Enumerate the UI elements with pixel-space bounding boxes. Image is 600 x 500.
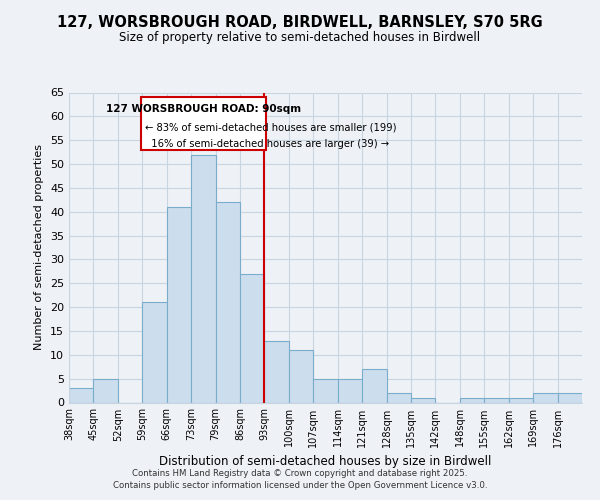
- Bar: [533, 393, 557, 402]
- Bar: [338, 378, 362, 402]
- Bar: [289, 350, 313, 403]
- FancyBboxPatch shape: [141, 98, 266, 150]
- Bar: [460, 398, 484, 402]
- Text: 127, WORSBROUGH ROAD, BIRDWELL, BARNSLEY, S70 5RG: 127, WORSBROUGH ROAD, BIRDWELL, BARNSLEY…: [57, 15, 543, 30]
- X-axis label: Distribution of semi-detached houses by size in Birdwell: Distribution of semi-detached houses by …: [160, 455, 491, 468]
- Text: 127 WORSBROUGH ROAD: 90sqm: 127 WORSBROUGH ROAD: 90sqm: [106, 104, 301, 115]
- Text: Contains HM Land Registry data © Crown copyright and database right 2025.: Contains HM Land Registry data © Crown c…: [132, 470, 468, 478]
- Bar: [509, 398, 533, 402]
- Bar: [313, 378, 338, 402]
- Bar: [215, 202, 240, 402]
- Text: Size of property relative to semi-detached houses in Birdwell: Size of property relative to semi-detach…: [119, 31, 481, 44]
- Bar: [265, 340, 289, 402]
- Bar: [240, 274, 265, 402]
- Text: ← 83% of semi-detached houses are smaller (199): ← 83% of semi-detached houses are smalle…: [145, 122, 396, 132]
- Bar: [142, 302, 167, 402]
- Bar: [411, 398, 436, 402]
- Text: 16% of semi-detached houses are larger (39) →: 16% of semi-detached houses are larger (…: [145, 139, 389, 149]
- Y-axis label: Number of semi-detached properties: Number of semi-detached properties: [34, 144, 44, 350]
- Bar: [362, 369, 386, 402]
- Bar: [94, 378, 118, 402]
- Bar: [69, 388, 94, 402]
- Bar: [386, 393, 411, 402]
- Bar: [191, 154, 215, 402]
- Bar: [557, 393, 582, 402]
- Bar: [484, 398, 509, 402]
- Bar: [167, 207, 191, 402]
- Text: Contains public sector information licensed under the Open Government Licence v3: Contains public sector information licen…: [113, 480, 487, 490]
